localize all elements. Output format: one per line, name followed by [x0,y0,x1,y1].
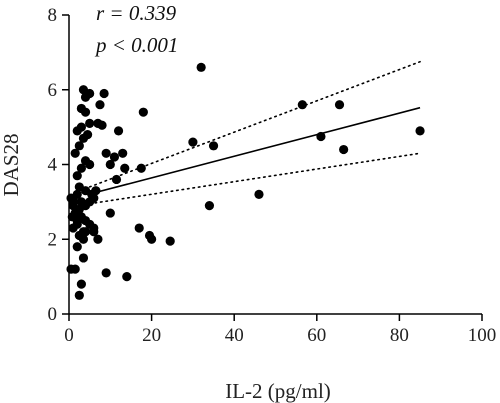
data-point [76,163,86,173]
y-tick-label: 0 [48,304,58,325]
data-point [70,148,80,158]
data-point [134,223,144,233]
data-point [339,144,349,155]
data-point [91,186,101,196]
x-tick-label: 100 [468,325,497,346]
data-point [72,219,82,229]
data-point [138,107,148,117]
data-point [74,290,84,300]
regression-line [89,106,421,195]
x-tick-label: 0 [64,325,74,346]
confidence-band [88,60,421,205]
data-point [76,279,86,289]
data-point [76,122,86,132]
data-point [165,236,175,246]
ci-upper-line [88,60,421,188]
data-point [334,100,345,110]
x-tick-label: 40 [225,325,244,346]
data-point [99,88,109,99]
data-point [415,126,425,136]
data-point [82,130,93,140]
data-point [316,131,326,142]
data-points [66,62,425,300]
data-point [66,193,76,203]
y-tick-label: 2 [48,229,58,250]
data-point [122,272,132,282]
y-axis-label: DAS28 [0,133,23,196]
p-annotation: p < 0.001 [94,33,178,57]
data-point [188,137,198,147]
data-point [85,159,95,170]
data-point [297,100,307,110]
data-point [93,234,103,244]
data-point [120,163,130,173]
data-point [118,148,128,158]
data-point [72,171,82,181]
data-point [111,174,122,185]
y-tick-label: 6 [48,80,58,101]
fit-line [89,106,421,195]
data-point [101,148,111,158]
x-tick-label: 20 [142,325,161,346]
y-tick-label: 8 [48,5,58,26]
data-point [74,141,84,151]
x-tick-label: 60 [307,325,326,346]
data-point [97,120,107,130]
data-point [85,118,95,128]
y-tick-label: 4 [48,155,58,176]
data-point [136,163,146,173]
data-point [78,253,89,263]
data-point [70,264,80,274]
data-point [254,189,264,199]
data-point [105,159,115,170]
data-point [76,103,86,114]
ci-lower-line [88,152,421,205]
data-point [196,62,206,72]
data-point [109,152,120,162]
data-point [113,126,124,136]
x-tick-label: 80 [390,325,409,346]
r-annotation: r = 0.339 [96,1,177,25]
data-point [89,227,99,237]
data-point [72,242,82,252]
x-axis-label: IL-2 (pg/ml) [225,379,331,403]
data-point [101,268,111,278]
data-point [147,234,157,244]
data-point [78,227,89,237]
data-point [95,100,105,110]
data-point [68,201,78,211]
data-point [78,85,89,95]
data-point [208,141,219,151]
data-point [204,201,215,211]
y-axis: 0 2 4 6 8 [48,5,70,325]
data-point [105,208,115,218]
x-axis: 0 20 40 60 80 100 [64,313,497,346]
